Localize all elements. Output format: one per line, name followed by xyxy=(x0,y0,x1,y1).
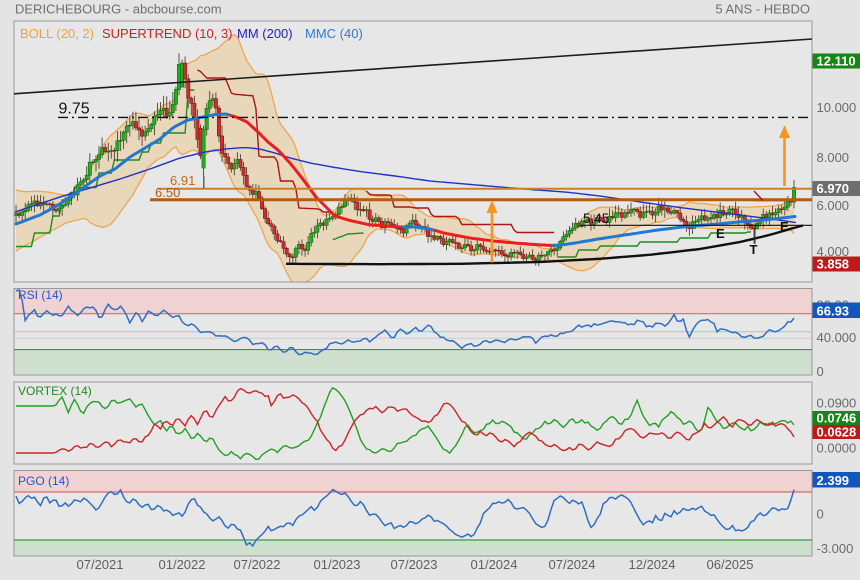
svg-text:66.93: 66.93 xyxy=(817,304,850,319)
svg-text:01/2022: 01/2022 xyxy=(159,557,206,572)
svg-text:0.0000: 0.0000 xyxy=(817,441,857,456)
svg-text:07/2024: 07/2024 xyxy=(549,557,596,572)
svg-text:10.000: 10.000 xyxy=(817,100,857,115)
svg-text:E: E xyxy=(780,219,789,234)
svg-text:DERICHEBOURG - abcbourse.com: DERICHEBOURG - abcbourse.com xyxy=(15,2,222,17)
svg-text:T: T xyxy=(750,242,758,257)
svg-text:06/2025: 06/2025 xyxy=(707,557,754,572)
svg-text:4.000: 4.000 xyxy=(817,244,850,259)
svg-text:6.970: 6.970 xyxy=(817,181,850,196)
svg-text:12/2024: 12/2024 xyxy=(629,557,676,572)
svg-text:40.000: 40.000 xyxy=(817,330,857,345)
svg-text:PGO (14): PGO (14) xyxy=(18,474,69,488)
svg-text:3.858: 3.858 xyxy=(817,257,850,272)
svg-text:-3.000: -3.000 xyxy=(817,541,854,556)
svg-text:0.0628: 0.0628 xyxy=(817,425,857,440)
svg-text:5.45: 5.45 xyxy=(583,211,609,226)
svg-text:07/2023: 07/2023 xyxy=(391,557,438,572)
svg-text:12.110: 12.110 xyxy=(817,54,856,69)
svg-text:8.000: 8.000 xyxy=(817,150,850,165)
svg-text:6.000: 6.000 xyxy=(817,198,850,213)
svg-text:0.0900: 0.0900 xyxy=(817,396,857,411)
svg-text:0: 0 xyxy=(817,364,824,379)
svg-text:SUPERTREND (10, 3): SUPERTREND (10, 3) xyxy=(102,26,233,41)
svg-text:5 ANS - HEBDO: 5 ANS - HEBDO xyxy=(715,2,810,17)
svg-text:MMC (40): MMC (40) xyxy=(305,26,363,41)
svg-text:VORTEX (14): VORTEX (14) xyxy=(18,384,92,398)
svg-text:MM (200): MM (200) xyxy=(237,26,293,41)
svg-text:6.91: 6.91 xyxy=(170,173,195,188)
svg-text:RSI (14): RSI (14) xyxy=(18,288,63,302)
svg-text:0: 0 xyxy=(817,507,824,522)
svg-text:07/2022: 07/2022 xyxy=(234,557,281,572)
svg-text:0.0746: 0.0746 xyxy=(817,411,857,426)
svg-text:01/2024: 01/2024 xyxy=(471,557,518,572)
svg-text:07/2021: 07/2021 xyxy=(77,557,124,572)
svg-text:9.75: 9.75 xyxy=(59,101,90,118)
svg-text:2.399: 2.399 xyxy=(817,473,850,488)
svg-text:BOLL (20, 2): BOLL (20, 2) xyxy=(20,26,94,41)
svg-text:6.50: 6.50 xyxy=(155,185,180,200)
svg-text:E: E xyxy=(716,226,725,241)
svg-text:01/2023: 01/2023 xyxy=(314,557,361,572)
